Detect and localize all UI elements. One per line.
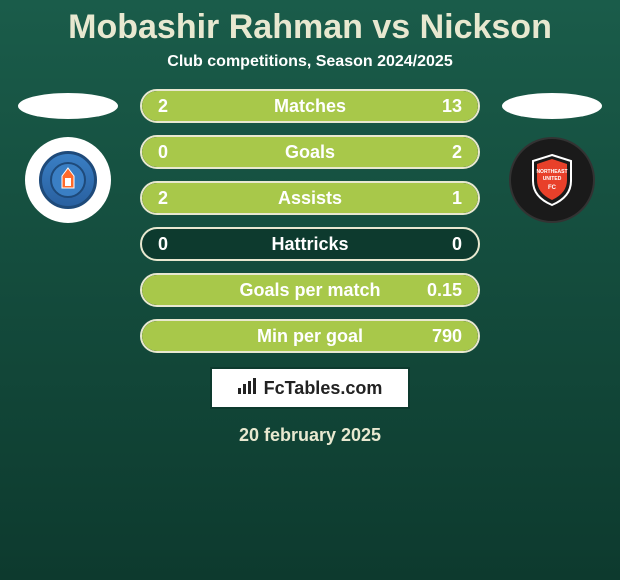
stat-bar-matches: 2 Matches 13 — [140, 89, 480, 123]
player-right-club-badge: NORTHEAST UNITED FC — [509, 137, 595, 223]
player-right-column: NORTHEAST UNITED FC — [492, 89, 612, 223]
svg-text:UNITED: UNITED — [543, 176, 562, 182]
northeast-united-badge-icon: NORTHEAST UNITED FC — [524, 152, 580, 208]
stat-right-value: 0.15 — [427, 280, 462, 301]
stats-column: 2 Matches 13 0 Goals 2 2 Assists 1 0 Hattricks 0 Goa… — [140, 89, 480, 353]
stat-left-value: 0 — [158, 142, 186, 163]
player-left-avatar-placeholder — [18, 93, 118, 119]
stat-bar-goals: 0 Goals 2 — [140, 135, 480, 169]
stat-right-value: 0 — [434, 234, 462, 255]
stat-label: Matches — [274, 96, 346, 117]
stat-bar-hattricks: 0 Hattricks 0 — [140, 227, 480, 261]
stat-right-value: 13 — [434, 96, 462, 117]
player-left-club-badge — [25, 137, 111, 223]
comparison-infographic: Mobashir Rahman vs Nickson Club competit… — [0, 0, 620, 580]
player-right-avatar-placeholder — [502, 93, 602, 119]
date-text: 20 february 2025 — [239, 425, 381, 446]
stat-right-value: 790 — [432, 326, 462, 347]
player-left-column — [8, 89, 128, 223]
jamshedpur-badge-icon — [39, 151, 97, 209]
stat-label: Goals per match — [239, 280, 380, 301]
stat-left-value: 0 — [158, 234, 186, 255]
stat-label: Hattricks — [271, 234, 348, 255]
stat-label: Min per goal — [257, 326, 363, 347]
stat-right-value: 1 — [434, 188, 462, 209]
stat-label: Assists — [278, 188, 342, 209]
stat-right-value: 2 — [434, 142, 462, 163]
chart-icon — [238, 378, 258, 399]
main-row: 2 Matches 13 0 Goals 2 2 Assists 1 0 Hattricks 0 Goa… — [0, 89, 620, 353]
subtitle: Club competitions, Season 2024/2025 — [167, 53, 452, 71]
svg-text:FC: FC — [548, 185, 557, 191]
watermark-badge: FcTables.com — [210, 367, 410, 409]
stat-bar-min-per-goal: Min per goal 790 — [140, 319, 480, 353]
stat-bar-goals-per-match: Goals per match 0.15 — [140, 273, 480, 307]
svg-text:NORTHEAST: NORTHEAST — [536, 169, 567, 175]
watermark-text: FcTables.com — [264, 378, 383, 399]
stat-left-value: 2 — [158, 188, 186, 209]
stat-bar-assists: 2 Assists 1 — [140, 181, 480, 215]
stat-label: Goals — [285, 142, 335, 163]
stat-left-value: 2 — [158, 96, 186, 117]
page-title: Mobashir Rahman vs Nickson — [68, 8, 552, 47]
